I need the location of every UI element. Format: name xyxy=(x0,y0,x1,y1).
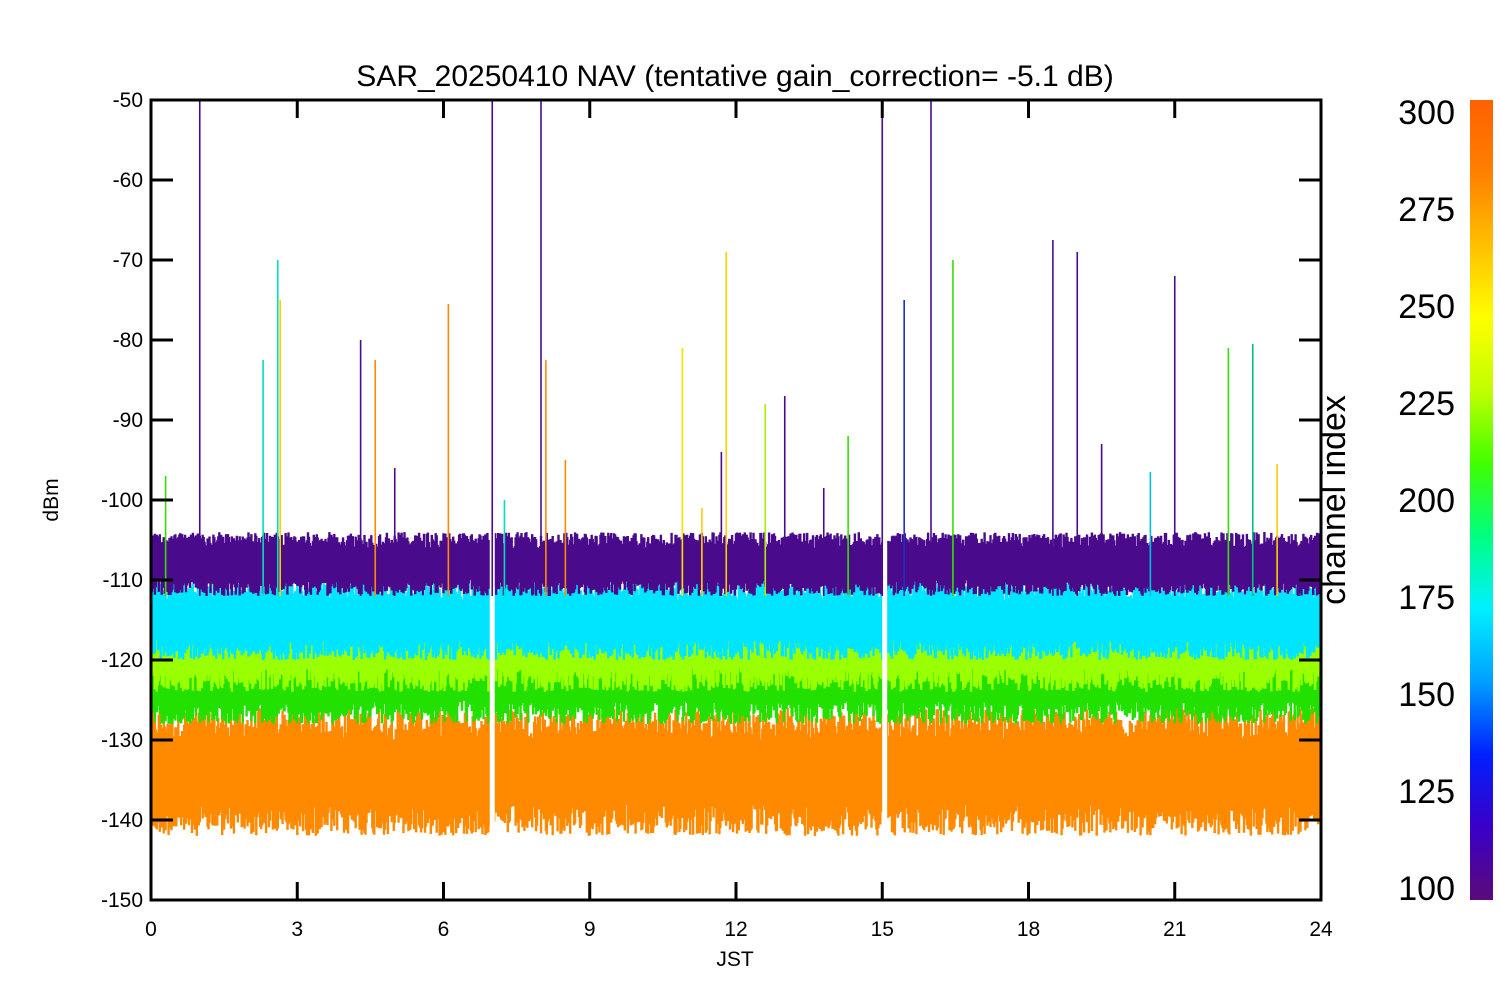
y-tick-label: -150 xyxy=(101,889,143,912)
x-axis-ticks: 0 3 6 9 12 15 18 21 24 xyxy=(145,100,1333,941)
colorbar: 300 275 250 225 200 175 150 125 100 channel inde… xyxy=(1315,94,1493,908)
x-tick-label: 24 xyxy=(1309,918,1333,941)
y-tick-label: -110 xyxy=(103,569,143,592)
chart-title: SAR_20250410 NAV (tentative gain_correct… xyxy=(356,60,1113,93)
noise-band-trace xyxy=(151,708,1321,836)
x-tick-label: 3 xyxy=(291,918,303,941)
y-tick-label: -50 xyxy=(113,89,143,112)
y-tick-label: -80 xyxy=(113,329,143,352)
x-axis-label: JST xyxy=(716,948,754,971)
colorbar-tick-label: 150 xyxy=(1398,676,1455,714)
data-gap xyxy=(882,102,888,898)
y-tick-label: -100 xyxy=(101,489,143,512)
colorbar-tick-label: 125 xyxy=(1398,773,1455,811)
colorbar-tick-label: 175 xyxy=(1398,579,1455,617)
colorbar-gradient xyxy=(1470,100,1493,900)
y-tick-label: -60 xyxy=(113,169,143,192)
x-tick-label: 12 xyxy=(724,918,747,941)
x-tick-label: 9 xyxy=(584,918,596,941)
x-tick-label: 0 xyxy=(145,918,157,941)
noise-band-trace xyxy=(151,532,1321,596)
y-axis-label: dBm xyxy=(40,478,63,521)
colorbar-tick-label: 275 xyxy=(1398,191,1455,229)
y-axis-ticks: -50 -60 -70 -80 -90 -100 -110 -120 -130 -140 -150 xyxy=(101,89,1321,912)
x-tick-label: 21 xyxy=(1163,918,1186,941)
colorbar-tick-label: 200 xyxy=(1398,482,1455,520)
colorbar-tick-label: 225 xyxy=(1398,385,1455,423)
x-tick-label: 15 xyxy=(871,918,894,941)
y-tick-label: -70 xyxy=(113,249,143,272)
noise-band xyxy=(151,580,1321,660)
colorbar-label: channel index xyxy=(1315,395,1353,605)
y-tick-label: -120 xyxy=(101,649,143,672)
colorbar-tick-label: 250 xyxy=(1398,288,1455,326)
colorbar-tick-label: 300 xyxy=(1398,94,1455,132)
spike-lines xyxy=(164,100,1278,596)
y-tick-label: -90 xyxy=(113,409,143,432)
plot-area xyxy=(151,532,1321,836)
colorbar-tick-label: 100 xyxy=(1398,870,1455,908)
y-tick-label: -130 xyxy=(101,729,143,752)
noise-band xyxy=(151,708,1321,836)
noise-band-trace xyxy=(151,580,1321,660)
noise-band xyxy=(151,532,1321,596)
x-tick-label: 6 xyxy=(438,918,450,941)
colorbar-ticks: 300 275 250 225 200 175 150 125 100 xyxy=(1398,94,1455,908)
y-tick-label: -140 xyxy=(101,809,143,832)
x-tick-label: 18 xyxy=(1017,918,1040,941)
